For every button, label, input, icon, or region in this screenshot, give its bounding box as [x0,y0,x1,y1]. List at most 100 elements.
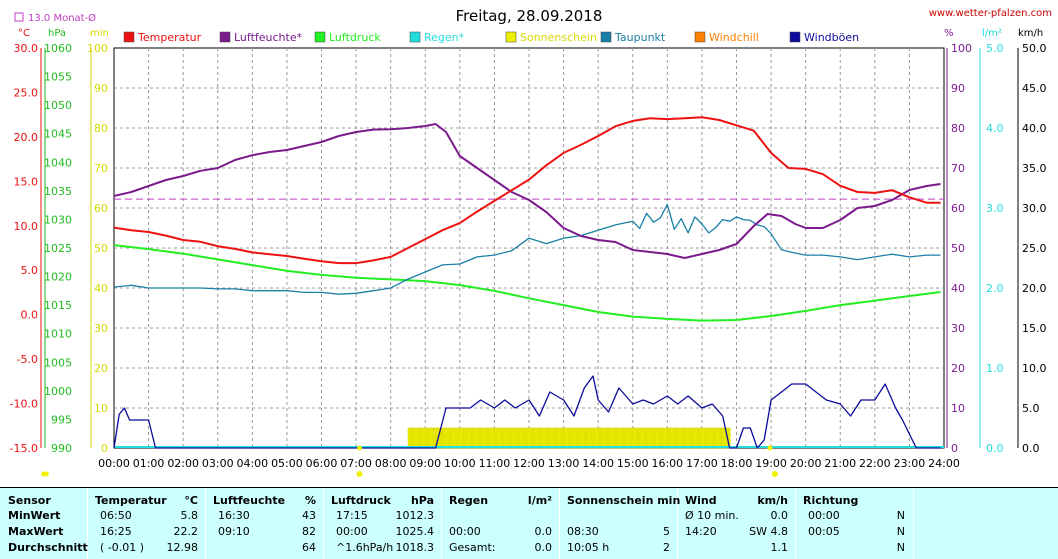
tick-temp: 15.0 [14,175,39,188]
tick-x: 14:00 [582,457,614,470]
unit-lm2: l/m² [982,28,1002,39]
legend-label-taupunkt: Taupunkt [614,31,666,44]
month-avg-icon [14,12,24,22]
site-link[interactable]: www.wetter-pfalzen.com [929,8,1052,19]
unit-percent: % [944,28,954,39]
moon-icon [41,471,49,477]
windboeen-series-line [113,375,941,449]
stats-cell-label: MinWert [8,509,61,522]
tick-min: 40 [94,282,108,295]
stats-divider [323,488,324,559]
chart-header: Freitag, 28.09.2018 www.wetter-pfalzen.c… [14,7,1052,39]
stats-cell-label: MaxWert [8,525,64,538]
chart-axes: 30.0 25.0 20.0 15.0 10.0 5.0 0.0 -5.0 -10.0 -15.0… [10,42,1047,477]
tick-x: 08:00 [375,457,407,470]
legend-label-sonnenschein: Sonnenschein [520,31,597,44]
tick-percent: 20 [951,362,965,375]
header-rh-unit: % [304,494,316,507]
chart-grid [113,47,945,449]
tick-hpa: 995 [51,413,72,426]
header-sonnenschein: Sonnenschein min [567,494,681,507]
tick-x: 23:00 [894,457,926,470]
tick-x: 10:00 [444,457,476,470]
stats-cell-s-time: 08:30 [567,525,599,538]
stats-cell-label: Durchschnitt [8,541,88,554]
unit-kmh: km/h [1018,28,1043,39]
tick-lm2: 1.0 [986,362,1004,375]
tick-kmh: 50.0 [1022,42,1047,55]
tick-temp: 25.0 [14,86,39,99]
tick-x: 04:00 [236,457,268,470]
tick-min: 100 [87,42,108,55]
tick-percent: 60 [951,202,965,215]
stats-cell-d-val: N [896,525,905,538]
stats-cell-w-time: Ø 10 min. [685,509,739,522]
tick-hpa: 1010 [44,328,72,341]
tick-x: 06:00 [306,457,338,470]
tick-hpa: 1035 [44,185,72,198]
stats-table: Sensor Temperatur °C Luftfeuchte % Luftd… [0,487,1058,559]
tick-kmh: 40.0 [1022,122,1047,135]
tick-percent: 100 [951,42,972,55]
header-wind: Wind [685,494,717,507]
stats-cell-d-val: N [896,509,905,522]
tick-kmh: 35.0 [1022,162,1047,175]
tick-x: 18:00 [721,457,753,470]
tick-temp: 20.0 [14,131,39,144]
tick-min: 20 [94,362,108,375]
tick-min: 0 [101,442,108,455]
unit-celsius: °C [18,28,30,39]
tick-x: 17:00 [686,457,718,470]
luftdruck-series-line [113,244,941,322]
stats-cell-r-time: 00:00 [449,525,481,538]
tick-x: 15:00 [617,457,649,470]
stats-cell-h-val: 64 [302,541,316,554]
header-luftdruck: Luftdruck [331,494,391,507]
tick-temp: 30.0 [14,42,39,55]
stats-cell-d-val: N [896,541,905,554]
tick-min: 80 [94,122,108,135]
tick-hpa: 1055 [44,71,72,84]
stats-cell-s-time: 10:05 h [567,541,610,554]
tick-x: 03:00 [202,457,234,470]
unit-hpa: hPa [48,28,66,39]
tick-temp: -5.0 [17,353,38,366]
stats-cell-p-time: 17:15 [336,509,368,522]
stats-cell-r-val: 0.0 [534,525,553,538]
tick-lm2: 3.0 [986,202,1004,215]
tick-kmh: 20.0 [1022,282,1047,295]
stats-divider [913,488,914,559]
header-temperatur: Temperatur [95,494,167,507]
legend-label-luftdruck: Luftdruck [329,31,381,44]
stats-cell-r-time: Gesamt: [449,541,496,554]
tick-hpa: 1060 [44,42,72,55]
weather-chart: 30.0 25.0 20.0 15.0 10.0 5.0 0.0 -5.0 -10.0 -15.0… [10,7,1052,477]
legend-swatch-luftfeuchte [219,31,231,43]
tick-x: 05:00 [271,457,303,470]
stats-cell-s-val: 5 [663,525,670,538]
stats-divider [795,488,796,559]
legend-swatch-regen [409,31,421,43]
stats-cell-p-val: 1012.3 [395,509,435,522]
tick-x: 11:00 [479,457,511,470]
header-richtung: Richtung [803,494,859,507]
tick-min: 10 [94,402,108,415]
temperatur-series-line [113,116,941,265]
tick-hpa: 1005 [44,356,72,369]
taupunkt-series-line [113,203,941,295]
stats-cell-h-val: 43 [302,509,316,522]
tick-lm2: 5.0 [986,42,1004,55]
header-wind-unit: km/h [757,494,788,507]
tick-hpa: 1000 [44,385,72,398]
header-regen: Regen [449,494,489,507]
stats-cell-p-time: ^1.6hPa/h [336,541,394,554]
header-rain-unit: l/m² [527,494,552,507]
tick-x: 02:00 [167,457,199,470]
stats-cell-w-val: SW 4.8 [749,525,788,538]
stats-divider [559,488,560,559]
stats-cell-h-time: 16:30 [218,509,250,522]
tick-kmh: 30.0 [1022,202,1047,215]
legend-swatch-windchill [694,31,706,43]
tick-temp: 5.0 [21,264,39,277]
tick-hpa: 1030 [44,213,72,226]
